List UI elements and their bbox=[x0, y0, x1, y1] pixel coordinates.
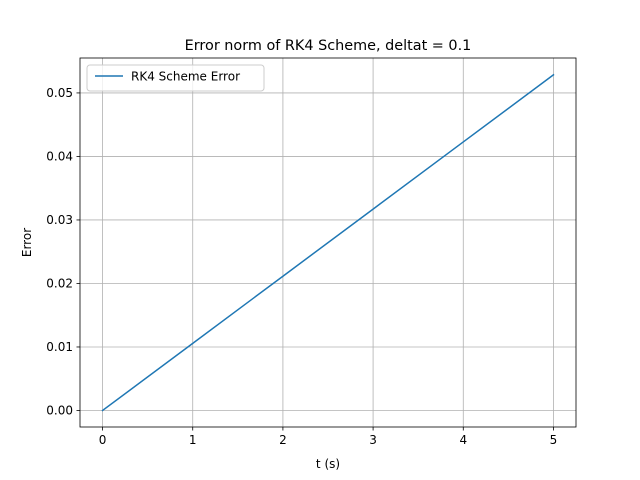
y-tick-label: 0.04 bbox=[46, 149, 73, 163]
series-line-rk4-error bbox=[101, 73, 555, 412]
x-tick-label: 3 bbox=[369, 433, 377, 447]
x-axis-label: t (s) bbox=[316, 457, 340, 471]
y-tick-label: 0.02 bbox=[46, 276, 73, 290]
series-layer bbox=[101, 73, 555, 412]
legend-box bbox=[86, 64, 265, 92]
legend-label: RK4 Scheme Error bbox=[131, 70, 240, 84]
y-tick-label: 0.01 bbox=[46, 340, 73, 354]
legend: RK4 Scheme Error bbox=[86, 64, 265, 92]
axes-ticks: 0 1 2 3 4 5 0.00 0.01 0.02 0.03 0.04 0.05 bbox=[46, 86, 557, 447]
plot-frame bbox=[79, 57, 577, 428]
chart-title: Error norm of RK4 Scheme, deltat = 0.1 bbox=[185, 38, 472, 54]
x-tick-label: 5 bbox=[550, 433, 558, 447]
x-tick-label: 4 bbox=[459, 433, 467, 447]
y-tick-label: 0.05 bbox=[46, 86, 73, 100]
grid bbox=[80, 58, 576, 427]
x-tick-label: 1 bbox=[189, 433, 197, 447]
x-tick-label: 2 bbox=[279, 433, 287, 447]
x-tick-label: 0 bbox=[99, 433, 107, 447]
y-axis-label: Error bbox=[20, 228, 34, 257]
y-tick-label: 0.03 bbox=[46, 213, 73, 227]
y-tick-label: 0.00 bbox=[46, 403, 73, 417]
